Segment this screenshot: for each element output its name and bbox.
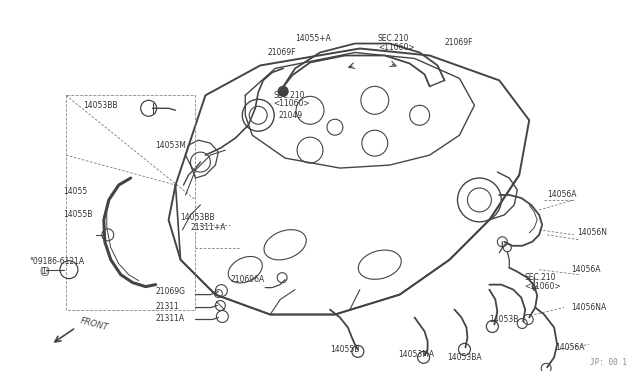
Text: 14053MA: 14053MA (397, 350, 434, 359)
Text: 14055: 14055 (63, 187, 87, 196)
Text: JP: 00 1: JP: 00 1 (590, 358, 627, 367)
Text: 14056A: 14056A (571, 265, 600, 274)
Text: SEC.210: SEC.210 (273, 91, 305, 100)
Text: 21069F: 21069F (445, 38, 473, 47)
Text: 21069F: 21069F (267, 48, 296, 57)
Text: 21311+A: 21311+A (191, 223, 226, 232)
Text: 21069G: 21069G (156, 287, 186, 296)
Text: FRONT: FRONT (79, 317, 109, 333)
Text: (1): (1) (39, 267, 50, 276)
Text: 14056A: 14056A (555, 343, 584, 352)
Text: SEC.210: SEC.210 (524, 273, 556, 282)
Text: <11060>: <11060> (378, 43, 415, 52)
Text: 210696A: 210696A (230, 275, 264, 284)
Circle shape (278, 86, 288, 96)
Text: °09186-6121A: °09186-6121A (29, 257, 84, 266)
Text: 14055+A: 14055+A (295, 34, 331, 43)
Text: 21049: 21049 (278, 111, 302, 120)
Text: 14053BB: 14053BB (83, 101, 117, 110)
Text: 14053M: 14053M (156, 141, 186, 150)
Text: SEC.210: SEC.210 (378, 34, 410, 43)
Text: 14056NA: 14056NA (571, 303, 606, 312)
Text: 14056N: 14056N (577, 228, 607, 237)
Text: <11060>: <11060> (273, 99, 310, 108)
Text: <11060>: <11060> (524, 282, 561, 291)
Text: Ⓑ: Ⓑ (41, 265, 47, 275)
Text: 21311: 21311 (156, 302, 179, 311)
Text: 14053BB: 14053BB (180, 214, 215, 222)
Text: 14055B: 14055B (330, 345, 359, 354)
Text: 14053BA: 14053BA (447, 353, 482, 362)
Text: 14055B: 14055B (63, 211, 92, 219)
Text: 14056A: 14056A (547, 190, 577, 199)
Text: 14053B: 14053B (490, 315, 519, 324)
Text: 21311A: 21311A (156, 314, 185, 323)
